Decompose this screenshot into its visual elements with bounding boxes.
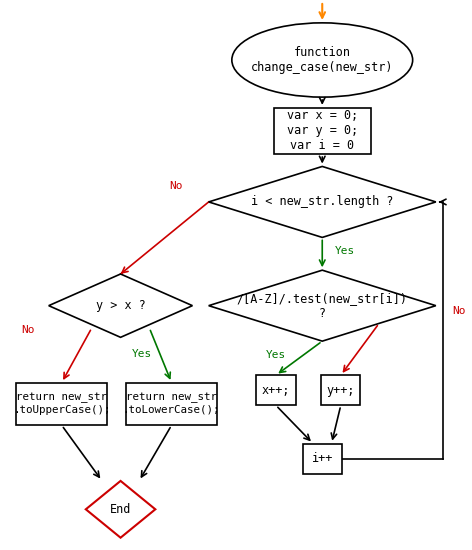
Ellipse shape (232, 23, 413, 97)
Text: Yes: Yes (335, 246, 355, 256)
FancyBboxPatch shape (303, 443, 342, 474)
FancyBboxPatch shape (17, 383, 107, 425)
Text: Yes: Yes (266, 350, 286, 360)
Text: i++: i++ (312, 452, 333, 465)
Text: x++;: x++; (261, 384, 290, 397)
Text: return new_str
.toUpperCase();: return new_str .toUpperCase(); (13, 393, 110, 415)
Text: Yes: Yes (132, 349, 152, 359)
Polygon shape (86, 481, 155, 538)
Text: i < new_str.length ?: i < new_str.length ? (251, 195, 394, 208)
Text: return new_str
.toLowerCase();: return new_str .toLowerCase(); (123, 393, 220, 415)
Text: /[A-Z]/.test(new_str[i])
?: /[A-Z]/.test(new_str[i]) ? (237, 292, 408, 320)
Polygon shape (49, 274, 193, 337)
Text: No: No (452, 306, 466, 316)
Polygon shape (209, 167, 436, 238)
Text: y > x ?: y > x ? (96, 299, 145, 312)
Polygon shape (209, 270, 436, 341)
FancyBboxPatch shape (126, 383, 217, 425)
Text: var x = 0;
var y = 0;
var i = 0: var x = 0; var y = 0; var i = 0 (287, 109, 358, 152)
FancyBboxPatch shape (256, 375, 295, 405)
FancyBboxPatch shape (274, 108, 371, 154)
Text: No: No (169, 180, 183, 190)
Text: No: No (21, 325, 34, 336)
Text: y++;: y++; (327, 384, 355, 397)
FancyBboxPatch shape (321, 375, 361, 405)
Text: function
change_case(new_str): function change_case(new_str) (251, 46, 394, 74)
Text: End: End (110, 503, 131, 516)
